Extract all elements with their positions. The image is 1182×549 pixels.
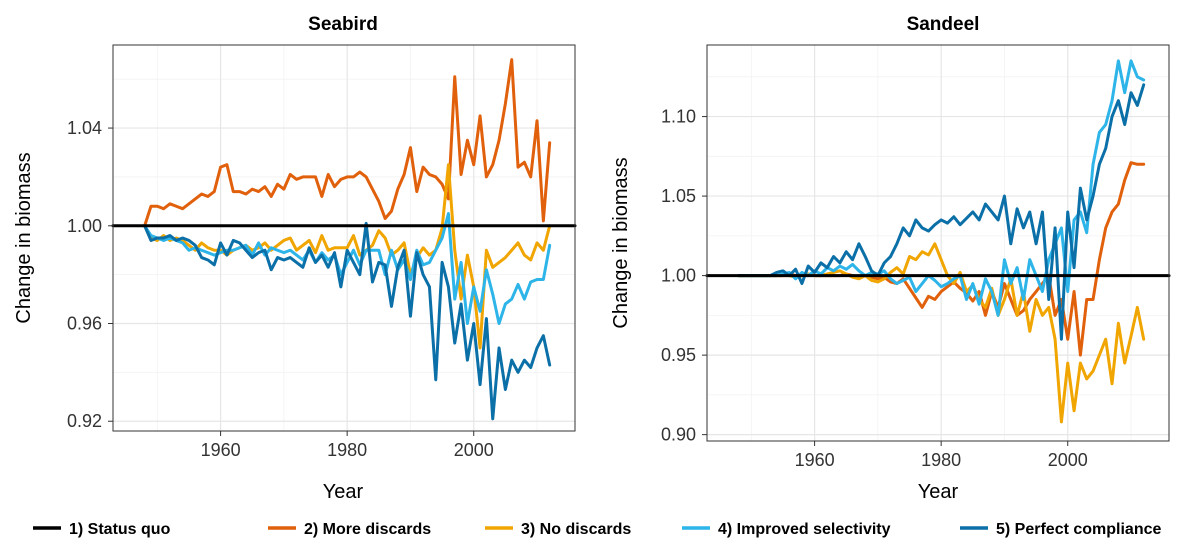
sandeel-x-axis-title: Year xyxy=(918,481,959,503)
sandeel-x-tick-label: 1980 xyxy=(921,450,961,470)
sandeel-y-tick-label: 0.95 xyxy=(661,345,696,365)
sandeel-series-perfect-compliance xyxy=(737,83,1146,341)
seabird-x-tick-label: 1980 xyxy=(327,440,367,460)
legend-label-perfect-compliance: 5) Perfect compliance xyxy=(996,521,1162,538)
seabird-title: Seabird xyxy=(308,14,378,35)
seabird-y-tick-label: 1.00 xyxy=(67,216,102,236)
sandeel-y-tick-label: 0.90 xyxy=(661,425,696,445)
sandeel-x-tick-label: 1960 xyxy=(795,450,835,470)
seabird-y-tick-label: 0.96 xyxy=(67,314,102,334)
sandeel-series xyxy=(705,59,1171,424)
sandeel-y-tick-label: 1.10 xyxy=(661,107,696,127)
sandeel-x-tick-label: 2000 xyxy=(1048,450,1088,470)
seabird-series-improved-selectivity xyxy=(143,212,552,326)
seabird-x-axis-title: Year xyxy=(323,481,364,503)
seabird-series-no-discards xyxy=(143,163,552,350)
sandeel-title: Sandeel xyxy=(907,14,980,35)
sandeel-ticks: 1960 1980 2000 0.90 0.95 1.00 1.05 1.10 xyxy=(661,107,1088,470)
legend-label-more-discards: 2) More discards xyxy=(304,521,431,538)
legend-label-status-quo: 1) Status quo xyxy=(69,521,171,538)
seabird-series xyxy=(111,58,577,421)
legend-label-improved-selectivity: 4) Improved selectivity xyxy=(718,521,891,538)
seabird-plot-frame xyxy=(112,44,576,432)
seabird-panel: Seabird 1960 1980 2000 0.92 0.96 1.00 1.04 Yea… xyxy=(13,14,577,503)
sandeel-plot-frame xyxy=(706,44,1170,442)
seabird-ticks: 1960 1980 2000 0.92 0.96 1.00 1.04 xyxy=(67,118,494,460)
seabird-y-axis-title: Change in biomass xyxy=(13,152,35,323)
sandeel-grid xyxy=(707,45,1169,441)
sandeel-panel: Sandeel 1960 1980 2000 0.90 0.95 1.00 1.05 1.10… xyxy=(610,14,1171,503)
legend-label-no-discards: 3) No discards xyxy=(521,521,631,538)
seabird-x-tick-label: 2000 xyxy=(454,440,494,460)
sandeel-y-axis-title: Change in biomass xyxy=(610,157,632,328)
sandeel-y-tick-label: 1.05 xyxy=(661,186,696,206)
seabird-x-tick-label: 1960 xyxy=(201,440,241,460)
seabird-series-more-discards xyxy=(143,58,552,228)
sandeel-y-tick-label: 1.00 xyxy=(661,266,696,286)
seabird-y-tick-label: 0.92 xyxy=(67,411,102,431)
legend: 1) Status quo 2) More discards 3) No disca… xyxy=(33,521,1162,538)
seabird-series-perfect-compliance xyxy=(143,221,552,421)
seabird-y-tick-label: 1.04 xyxy=(67,118,102,138)
